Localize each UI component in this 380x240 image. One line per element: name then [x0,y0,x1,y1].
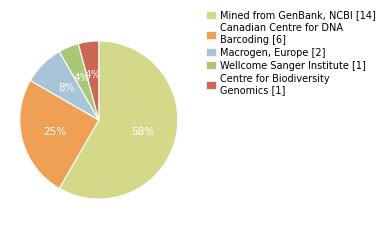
Text: 25%: 25% [43,127,66,137]
Wedge shape [78,41,99,120]
Text: 4%: 4% [85,70,101,79]
Wedge shape [30,52,99,120]
Text: 4%: 4% [73,73,90,83]
Wedge shape [59,41,178,199]
Text: 8%: 8% [58,83,74,93]
Wedge shape [59,44,99,120]
Text: 58%: 58% [131,127,155,137]
Wedge shape [20,80,99,188]
Legend: Mined from GenBank, NCBI [14], Canadian Centre for DNA
Barcoding [6], Macrogen, : Mined from GenBank, NCBI [14], Canadian … [206,10,376,95]
